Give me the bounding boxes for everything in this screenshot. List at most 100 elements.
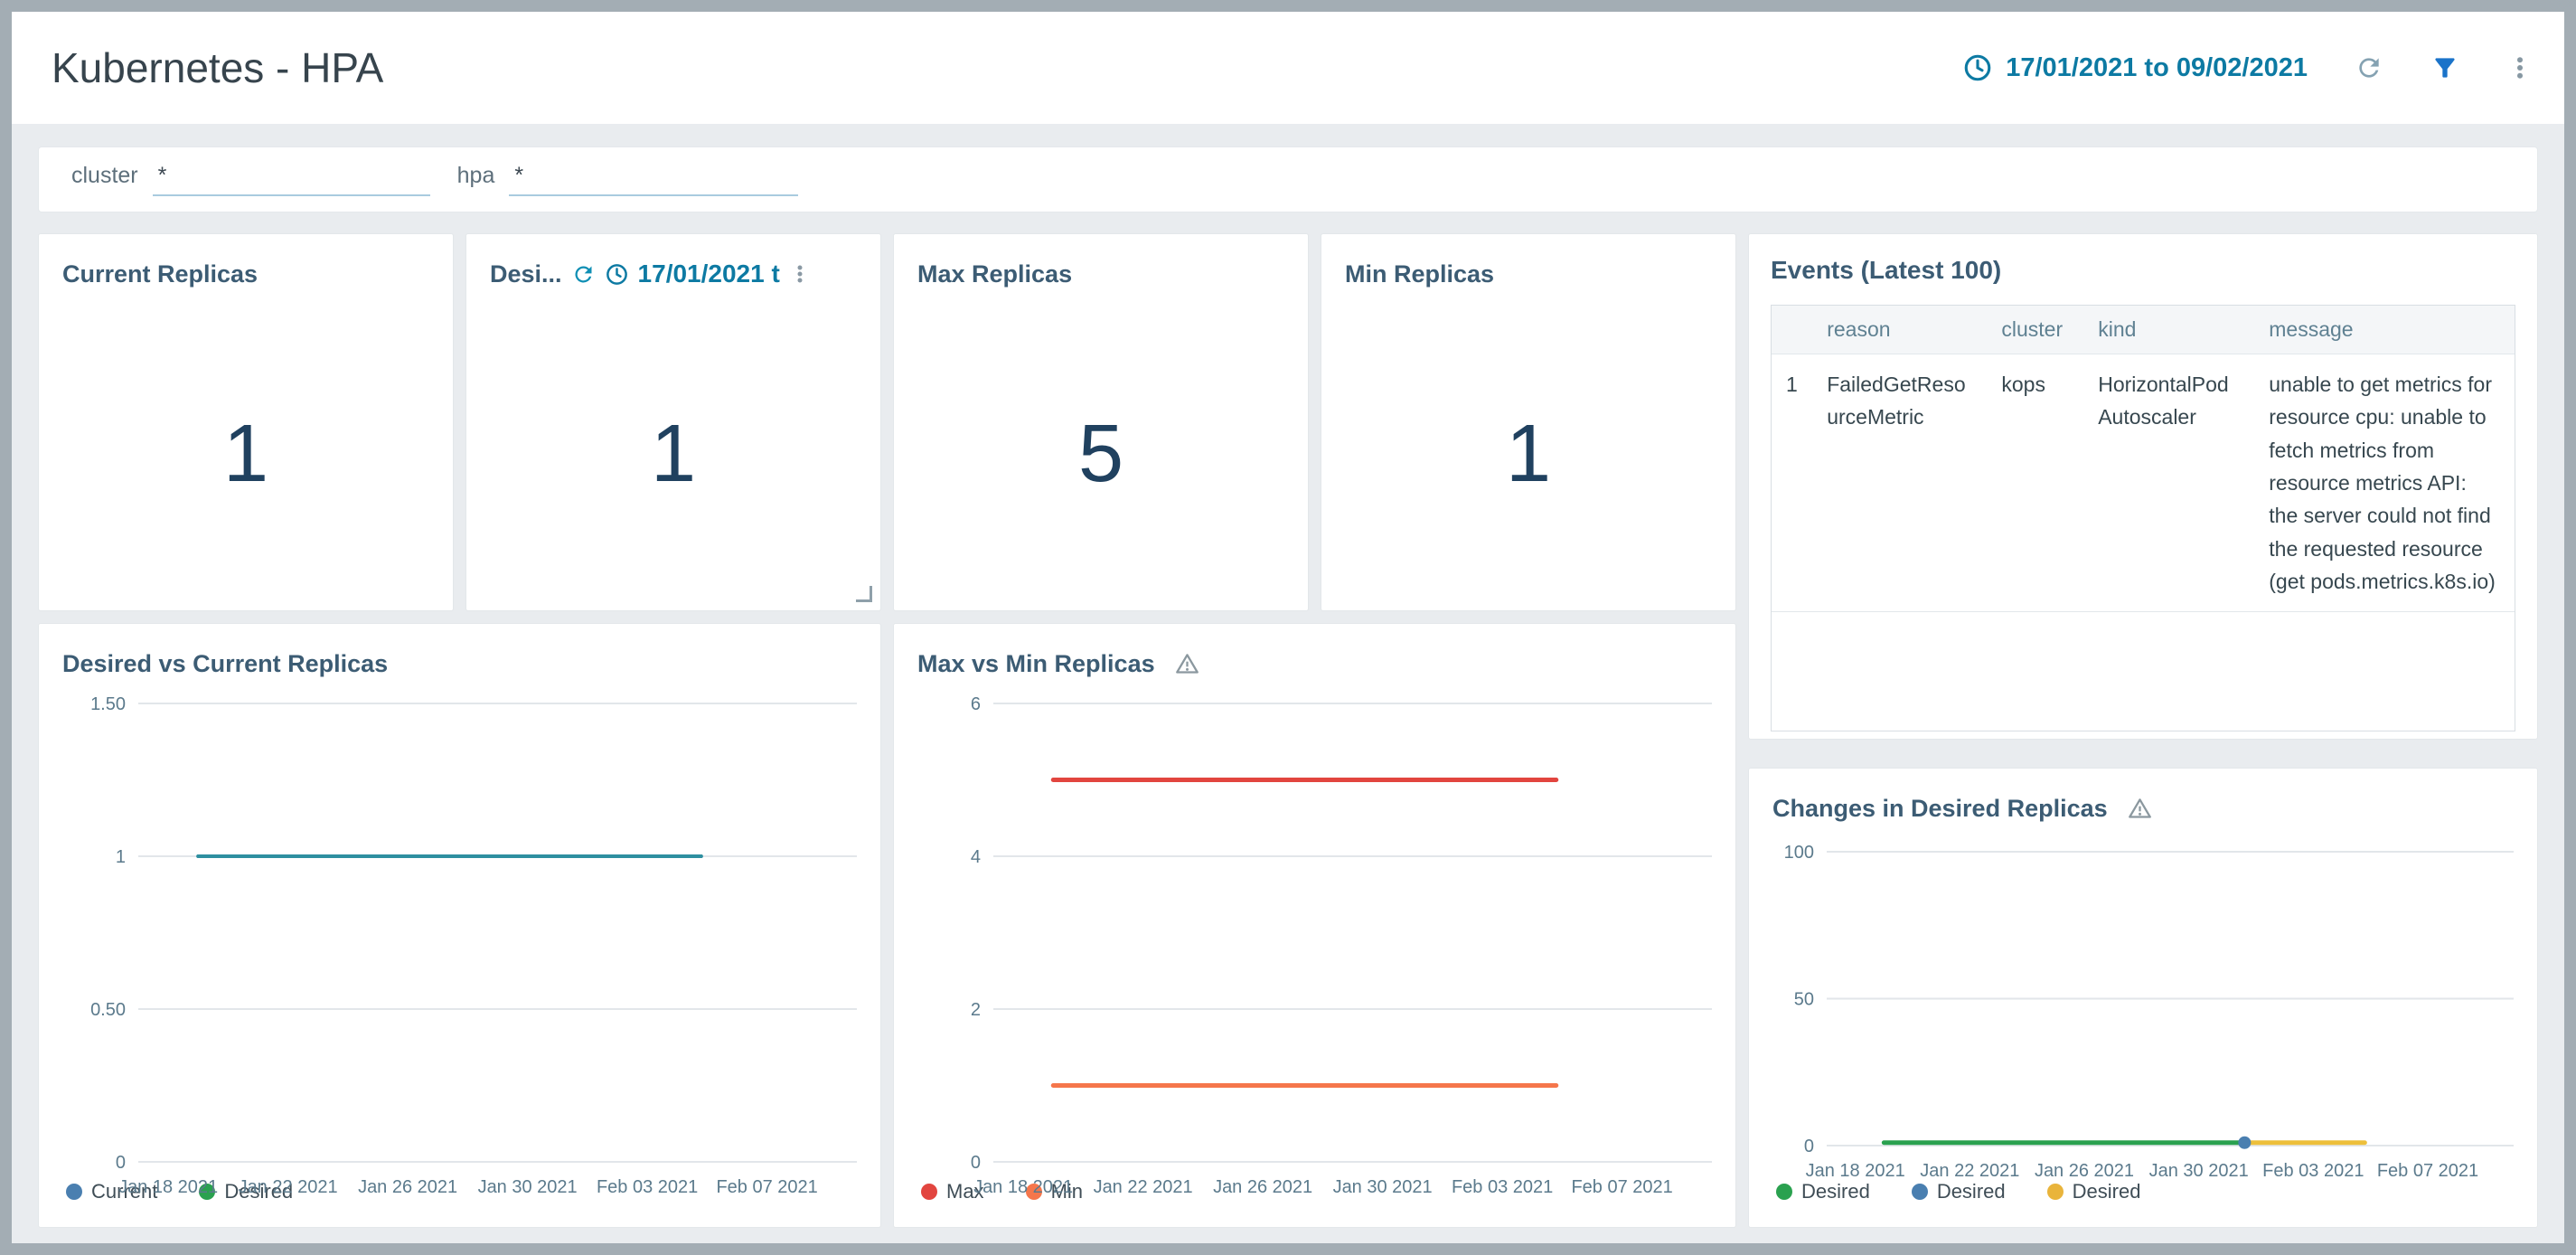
chart-legend: Max Min (894, 1180, 1735, 1227)
legend-item[interactable]: Max (921, 1180, 984, 1203)
legend-dot (66, 1184, 82, 1200)
warning-icon[interactable] (1175, 652, 1199, 676)
panel-clock-icon[interactable] (605, 262, 629, 287)
svg-text:Jan 18 2021: Jan 18 2021 (1806, 1161, 1905, 1181)
panel-title: Min Replicas (1345, 259, 1495, 288)
legend-dot (1776, 1184, 1792, 1200)
svg-text:Feb 03 2021: Feb 03 2021 (2262, 1161, 2364, 1181)
filter-icon[interactable] (2430, 53, 2459, 82)
panel-max-replicas: Max Replicas 5 (893, 233, 1309, 611)
dashboard: Kubernetes - HPA 17/01/2021 to 09/02/202… (12, 12, 2564, 1243)
legend-item[interactable]: Desired (2046, 1180, 2140, 1203)
svg-text:50: 50 (1794, 990, 1814, 1010)
panel-desired-vs-current: Desired vs Current Replicas 0 0.50 1 1.50 Ja… (38, 623, 881, 1228)
changes-desired-chart[interactable]: 0 50 100 Jan 18 2021 Jan 22 2021 Jan 26 2021 J… (1749, 825, 2537, 1181)
chart-legend: Current Desired (39, 1180, 880, 1227)
svg-text:Jan 26 2021: Jan 26 2021 (358, 1177, 457, 1197)
max-vs-min-chart[interactable]: 0 2 4 6 Jan 18 2021 Jan 22 2021 Jan 26 2021 Jan… (894, 680, 1735, 1197)
hpa-filter-label: hpa (456, 163, 495, 188)
events-col-kind[interactable]: kind (2083, 306, 2255, 354)
panel-kebab-menu-icon[interactable] (789, 263, 811, 285)
svg-text:0.50: 0.50 (90, 1000, 126, 1020)
stat-value: 1 (1505, 408, 1552, 499)
svg-text:Jan 22 2021: Jan 22 2021 (1920, 1161, 2019, 1181)
panel-desired-replicas: Desi... 17/01/2021 t 1 (465, 233, 881, 611)
svg-text:Feb 07 2021: Feb 07 2021 (1571, 1177, 1672, 1197)
events-table: reason cluster kind message 1 FailedGetR… (1771, 305, 2515, 731)
legend-label: Current (91, 1180, 158, 1203)
desired-vs-current-chart[interactable]: 0 0.50 1 1.50 Jan 18 2021 Jan 22 2021 Jan 26 2… (39, 680, 880, 1197)
panel-title: Desi... (490, 259, 562, 288)
stat-value: 1 (222, 408, 269, 499)
legend-item[interactable]: Current (66, 1180, 157, 1203)
chart-svg: 0 0.50 1 1.50 Jan 18 2021 Jan 22 2021 Jan 26 2… (90, 694, 857, 1197)
event-row-index: 1 (1772, 354, 1813, 613)
events-col-cluster[interactable]: cluster (1987, 306, 2084, 354)
warning-icon[interactable] (2128, 797, 2152, 821)
chart-title: Desired vs Current Replicas (62, 649, 389, 677)
legend-label: Desired (1936, 1180, 2006, 1203)
legend-label: Min (1050, 1180, 1084, 1203)
svg-text:Feb 07 2021: Feb 07 2021 (716, 1177, 817, 1197)
svg-text:Jan 18 2021: Jan 18 2021 (973, 1177, 1073, 1197)
events-title: Events (Latest 100) (1771, 256, 2002, 284)
legend-label: Desired (224, 1180, 294, 1203)
events-col-reason[interactable]: reason (1812, 306, 1988, 354)
legend-item[interactable]: Min (1025, 1180, 1084, 1203)
svg-text:100: 100 (1784, 843, 1814, 863)
svg-text:Jan 18 2021: Jan 18 2021 (118, 1177, 218, 1197)
panel-refresh-icon[interactable] (571, 262, 596, 287)
chart-legend: Desired Desired Desired (1749, 1180, 2537, 1227)
svg-text:0: 0 (1804, 1137, 1814, 1156)
panel-changes-desired: Changes in Desired Replicas 0 50 100 Jan 18… (1748, 768, 2538, 1228)
panel-min-replicas: Min Replicas 1 (1321, 233, 1736, 611)
resize-handle[interactable] (856, 586, 872, 602)
panel-time-range-text[interactable]: 17/01/2021 t (637, 259, 780, 288)
panel-title: Max Replicas (917, 259, 1073, 288)
svg-text:Jan 30 2021: Jan 30 2021 (478, 1177, 578, 1197)
svg-text:Feb 03 2021: Feb 03 2021 (1452, 1177, 1553, 1197)
legend-dot (1025, 1184, 1042, 1200)
svg-text:Jan 30 2021: Jan 30 2021 (1333, 1177, 1433, 1197)
svg-text:0: 0 (971, 1153, 981, 1173)
event-cluster: kops (1987, 354, 2084, 613)
time-range-control[interactable]: 17/01/2021 to 09/02/2021 (1962, 52, 2308, 83)
hpa-filter: hpa * (457, 163, 799, 196)
svg-text:Feb 03 2021: Feb 03 2021 (597, 1177, 698, 1197)
legend-dot (199, 1184, 216, 1200)
cluster-filter: cluster * (71, 163, 430, 196)
legend-item[interactable]: Desired (199, 1180, 293, 1203)
legend-dot (2046, 1184, 2064, 1200)
svg-text:Jan 22 2021: Jan 22 2021 (239, 1177, 338, 1197)
stat-value: 1 (650, 408, 697, 499)
hpa-filter-input[interactable]: * (509, 163, 799, 196)
kebab-menu-icon[interactable] (2506, 54, 2534, 81)
legend-label: Desired (1801, 1180, 1870, 1203)
svg-text:4: 4 (971, 847, 981, 867)
cluster-filter-label: cluster (71, 163, 138, 188)
page-title: Kubernetes - HPA (52, 44, 384, 91)
cluster-filter-input[interactable]: * (152, 163, 430, 196)
chart-svg: 0 50 100 Jan 18 2021 Jan 22 2021 Jan 26 2021 J… (1784, 843, 2514, 1181)
legend-label: Max (946, 1180, 984, 1203)
stat-value: 5 (1077, 408, 1124, 499)
svg-text:Jan 26 2021: Jan 26 2021 (2035, 1161, 2134, 1181)
table-row[interactable]: 1 FailedGetResourceMetric kops Horizonta… (1772, 354, 2515, 613)
legend-item[interactable]: Desired (1776, 1180, 1870, 1203)
legend-item[interactable]: Desired (1911, 1180, 2006, 1203)
svg-text:1.50: 1.50 (90, 694, 126, 714)
clock-icon (1962, 52, 1993, 83)
event-message: unable to get metrics for resource cpu: … (2254, 354, 2515, 613)
panel-events: Events (Latest 100) reason cluster kind … (1748, 233, 2538, 740)
header-actions: 17/01/2021 to 09/02/2021 (1962, 52, 2534, 83)
legend-dot (921, 1184, 937, 1200)
filter-bar: cluster * hpa * (38, 146, 2538, 212)
refresh-icon[interactable] (2355, 53, 2383, 82)
chart-title: Changes in Desired Replicas (1772, 794, 2108, 822)
svg-text:6: 6 (971, 694, 981, 714)
events-col-message[interactable]: message (2254, 306, 2515, 354)
svg-text:1: 1 (116, 847, 126, 867)
chart-title: Max vs Min Replicas (917, 649, 1155, 677)
chart-svg: 0 2 4 6 Jan 18 2021 Jan 22 2021 Jan 26 2021 Jan… (971, 694, 1712, 1197)
svg-text:Jan 26 2021: Jan 26 2021 (1213, 1177, 1312, 1197)
